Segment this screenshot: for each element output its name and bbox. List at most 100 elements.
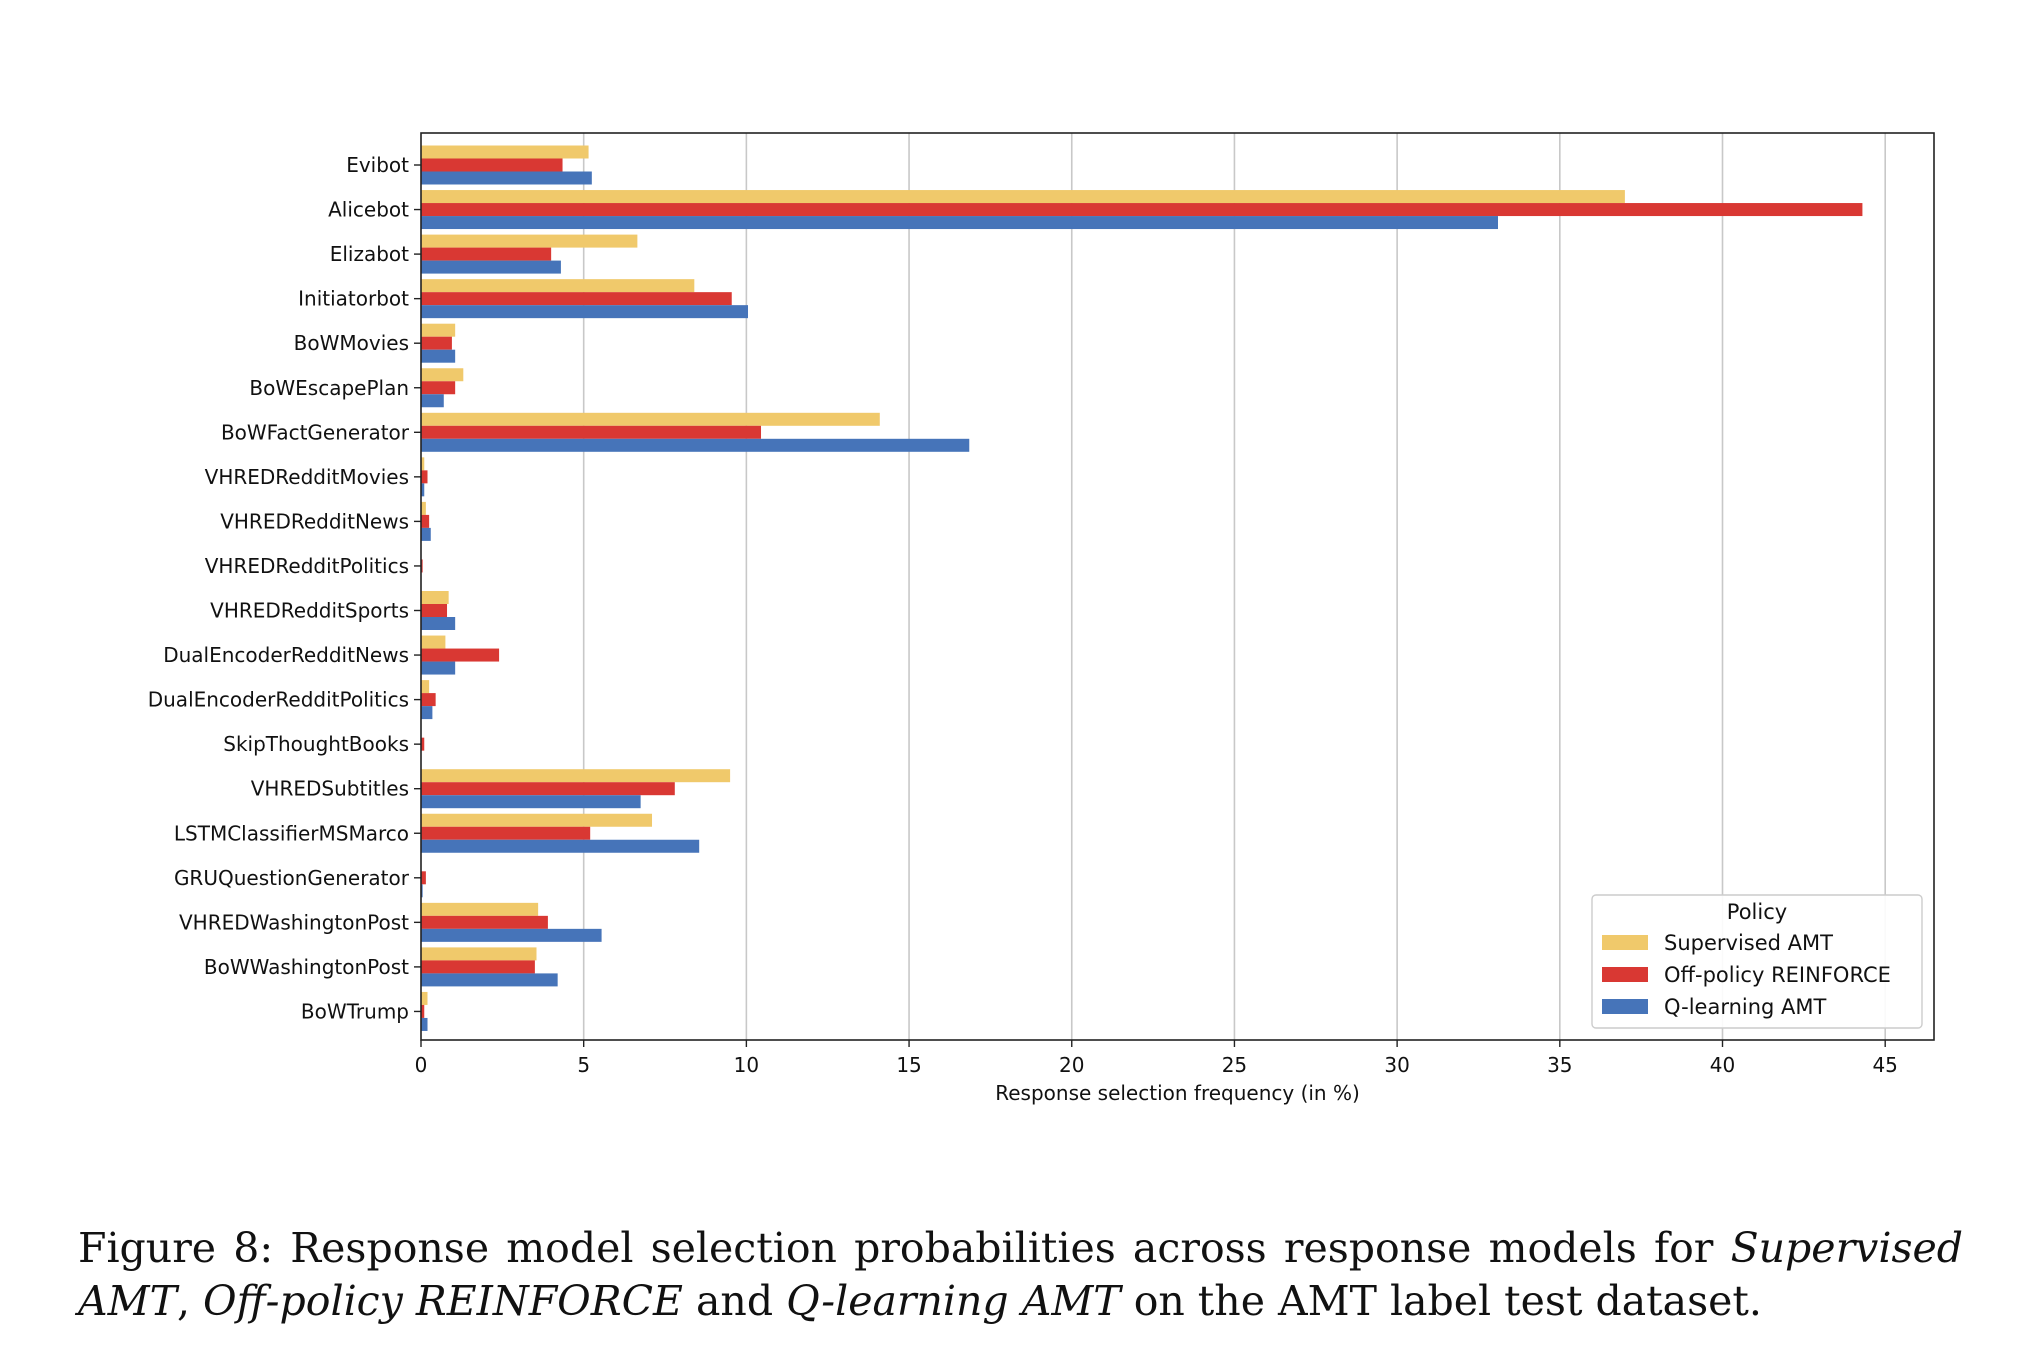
- bar-vhredredditnews-off-policy-reinforce: [421, 514, 430, 528]
- x-tick-label-45: 45: [1872, 1053, 1897, 1077]
- y-tick-label-bowfactgenerator: BoWFactGenerator: [221, 420, 410, 444]
- bar-skipthoughtbooks-off-policy-reinforce: [421, 737, 425, 751]
- x-axis-label: Response selection frequency (in %): [995, 1081, 1360, 1105]
- bar-vhredwashingtonpost-off-policy-reinforce: [421, 915, 548, 929]
- bar-chart: Evibot Alicebot Elizabot Initiatorbot BoWMov…: [148, 132, 1935, 1105]
- bar-dualencoderredditpolitics-supervised-amt: [421, 680, 430, 694]
- bar-bowmovies-off-policy-reinforce: [421, 336, 452, 350]
- bar-bowwashingtonpost-off-policy-reinforce: [421, 960, 535, 974]
- y-tick-label-vhredwashingtonpost: VHREDWashingtonPost: [179, 910, 409, 934]
- bar-bowtrump-supervised-amt: [421, 991, 428, 1005]
- y-tick-label-bowescapeplan: BoWEscapePlan: [249, 376, 409, 400]
- x-tick-label-5: 5: [577, 1053, 590, 1077]
- bar-alicebot-q-learning-amt: [421, 216, 1498, 230]
- x-tick-label-30: 30: [1384, 1053, 1409, 1077]
- bar-vhredredditsports-q-learning-amt: [421, 617, 456, 630]
- bar-vhredredditsports-supervised-amt: [421, 591, 449, 604]
- bar-initiatorbot-off-policy-reinforce: [421, 292, 732, 306]
- legend-box: [1591, 894, 1923, 1029]
- bar-bowwashingtonpost-q-learning-amt: [421, 973, 558, 987]
- bar-vhredredditnews-supervised-amt: [421, 501, 426, 515]
- y-tick-label-dualencoderredditpolitics: DualEncoderRedditPolitics: [148, 688, 409, 712]
- bar-bowescapeplan-q-learning-amt: [421, 394, 444, 408]
- plot-border: [420, 132, 1935, 1041]
- bar-bowfactgenerator-supervised-amt: [421, 412, 880, 426]
- bar-vhredredditmovies-off-policy-reinforce: [421, 470, 428, 484]
- bar-vhredwashingtonpost-q-learning-amt: [421, 928, 602, 942]
- caption-suffix: on the AMT label test dataset.: [1120, 1277, 1762, 1325]
- y-tick-label-initiatorbot: Initiatorbot: [298, 287, 409, 311]
- caption-q-learning-amt: Q-learning AMT: [786, 1277, 1121, 1325]
- bar-dualencoderredditpolitics-off-policy-reinforce: [421, 693, 436, 707]
- grid-lines: [582, 133, 1886, 1040]
- bar-lstmclassifiermsmarco-q-learning-amt: [421, 839, 700, 853]
- y-tick-label-evibot: Evibot: [346, 153, 409, 177]
- bar-vhredredditsports-off-policy-reinforce: [421, 604, 448, 617]
- bar-alicebot-off-policy-reinforce: [421, 203, 1863, 217]
- bar-vhredwashingtonpost-supervised-amt: [421, 902, 539, 916]
- bar-bowescapeplan-supervised-amt: [421, 368, 464, 382]
- bar-bowtrump-q-learning-amt: [421, 1017, 428, 1031]
- y-tick-label-vhredredditsports: VHREDRedditSports: [210, 599, 409, 623]
- y-tick-label-bowwashingtonpost: BoWWashingtonPost: [204, 955, 409, 979]
- x-tick-label-40: 40: [1710, 1053, 1735, 1077]
- bar-bowmovies-supervised-amt: [421, 323, 456, 337]
- x-tick-label-0: 0: [415, 1053, 428, 1077]
- legend-title: Policy: [1727, 900, 1787, 924]
- bar-bowescapeplan-off-policy-reinforce: [421, 381, 456, 395]
- legend-label-q-learning-amt: Q-learning AMT: [1664, 995, 1827, 1019]
- caption-prefix: Figure 8: Response model selection proba…: [78, 1224, 1731, 1272]
- bar-lstmclassifiermsmarco-off-policy-reinforce: [421, 826, 591, 840]
- bar-initiatorbot-supervised-amt: [421, 279, 695, 293]
- bar-dualencoderredditnews-supervised-amt: [421, 635, 446, 649]
- bar-vhredsubtitles-q-learning-amt: [421, 795, 641, 809]
- y-tick-label-alicebot: Alicebot: [328, 198, 409, 222]
- y-tick-label-vhredredditmovies: VHREDRedditMovies: [205, 465, 409, 489]
- caption-and: and: [682, 1277, 787, 1325]
- bar-vhredredditmovies-supervised-amt: [421, 457, 425, 471]
- x-tick-labels: 0 5 10 15 20 25 30 35 40 45: [415, 1040, 1898, 1077]
- bar-gruquestiongenerator-off-policy-reinforce: [421, 871, 426, 885]
- plot-frame: [420, 132, 1935, 1041]
- bar-bowtrump-off-policy-reinforce: [421, 1004, 425, 1018]
- x-tick-label-20: 20: [1059, 1053, 1084, 1077]
- figure-caption: Figure 8: Response model selection proba…: [78, 1222, 1963, 1328]
- bar-bowmovies-q-learning-amt: [421, 349, 456, 363]
- bar-alicebot-supervised-amt: [421, 190, 1625, 204]
- bar-evibot-off-policy-reinforce: [421, 158, 563, 172]
- legend-swatch-off-policy-reinforce: [1602, 967, 1648, 982]
- bar-vhredredditpolitics-off-policy-reinforce: [421, 559, 423, 573]
- bar-elizabot-q-learning-amt: [421, 260, 561, 274]
- legend: Policy Supervised AMT Off-policy REINFORCE…: [1591, 894, 1923, 1029]
- bar-elizabot-supervised-amt: [421, 234, 638, 248]
- bar-vhredredditnews-q-learning-amt: [421, 527, 431, 541]
- bar-initiatorbot-q-learning-amt: [421, 305, 749, 319]
- bar-gruquestiongenerator-q-learning-amt: [421, 884, 423, 898]
- x-tick-label-15: 15: [896, 1053, 921, 1077]
- bar-bowwashingtonpost-supervised-amt: [421, 947, 537, 961]
- caption-off-policy-reinforce: Off-policy REINFORCE: [203, 1277, 683, 1325]
- x-tick-label-35: 35: [1547, 1053, 1572, 1077]
- bar-vhredredditmovies-q-learning-amt: [421, 483, 425, 497]
- legend-label-supervised-amt: Supervised AMT: [1664, 931, 1833, 955]
- caption-separator: ,: [176, 1277, 204, 1325]
- bar-evibot-supervised-amt: [421, 145, 589, 159]
- y-tick-label-bowmovies: BoWMovies: [294, 331, 409, 355]
- caption-supervised-amt: Supervised AMT: [78, 1224, 1963, 1325]
- y-tick-label-vhredredditpolitics: VHREDRedditPolitics: [205, 554, 409, 578]
- bar-dualencoderredditpolitics-q-learning-amt: [421, 706, 433, 720]
- bar-elizabot-off-policy-reinforce: [421, 247, 552, 261]
- bar-bowfactgenerator-q-learning-amt: [421, 438, 970, 452]
- bars: [421, 145, 1863, 1031]
- y-tick-label-bowtrump: BoWTrump: [301, 999, 409, 1023]
- y-tick-label-gruquestiongenerator: GRUQuestionGenerator: [174, 866, 410, 890]
- y-tick-label-vhredredditnews: VHREDRedditNews: [220, 509, 409, 533]
- y-tick-label-skipthoughtbooks: SkipThoughtBooks: [223, 732, 409, 756]
- y-tick-labels: Evibot Alicebot Elizabot Initiatorbot BoWMov…: [148, 153, 421, 1023]
- y-tick-label-vhredsubtitles: VHREDSubtitles: [251, 777, 409, 801]
- bar-bowfactgenerator-off-policy-reinforce: [421, 425, 762, 439]
- legend-label-off-policy-reinforce: Off-policy REINFORCE: [1664, 963, 1891, 987]
- bar-vhredsubtitles-supervised-amt: [421, 769, 731, 783]
- bar-dualencoderredditnews-off-policy-reinforce: [421, 648, 500, 662]
